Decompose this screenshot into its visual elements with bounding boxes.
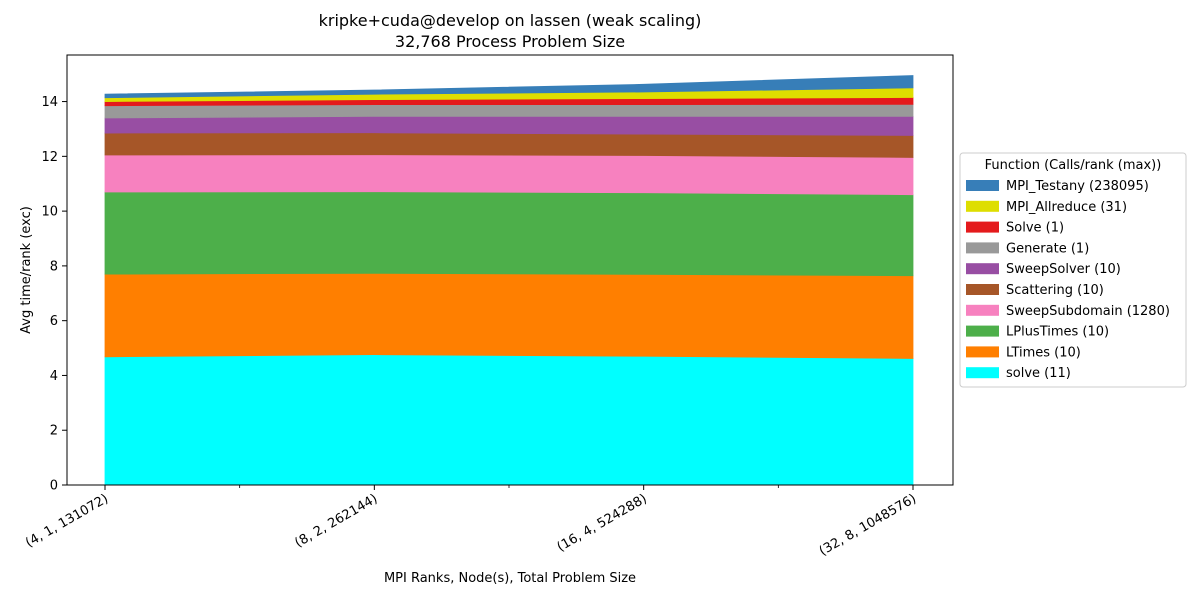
legend-swatch-mpi-allreduce-31	[966, 200, 999, 212]
plot-frame	[66, 54, 954, 486]
x-axis-label: MPI Ranks, Node(s), Total Problem Size	[384, 571, 636, 586]
legend-label-ltimes-10: LTimes (10)	[1006, 345, 1081, 360]
chart-subtitle: 32,768 Process Problem Size	[395, 32, 625, 51]
legend-label-solve-1: Solve (1)	[1006, 221, 1064, 236]
legend-label-mpi-allreduce-31: MPI_Allreduce (31)	[1006, 200, 1127, 215]
y-axis-label: Avg time/rank (exc)	[19, 206, 34, 334]
legend-label-scattering-10: Scattering (10)	[1006, 283, 1104, 298]
legend-swatch-ltimes-10	[966, 346, 999, 358]
legend-label-sweepsubdomain-1280: SweepSubdomain (1280)	[1006, 304, 1170, 319]
y-tick-label: 0	[50, 479, 58, 494]
y-tick-label: 12	[41, 150, 58, 165]
area-mpi-testany-238095	[104, 75, 914, 99]
legend-swatch-generate-1	[966, 242, 999, 254]
y-axis-ticks: 0 2 4 6 8 10 12 14	[41, 95, 67, 494]
area-sweepsolver-10	[104, 115, 914, 136]
y-tick-label: 14	[41, 95, 58, 110]
y-tick-label: 2	[50, 424, 58, 439]
legend-label-generate-1: Generate (1)	[1006, 241, 1089, 256]
chart-title: kripke+cuda@develop on lassen (weak scal…	[319, 11, 702, 30]
legend-label-solve-11: solve (11)	[1006, 366, 1071, 381]
area-lplustimes-10	[104, 191, 914, 277]
legend: Function (Calls/rank (max)) MPI_Testany …	[959, 152, 1187, 388]
legend-box	[959, 152, 1187, 388]
legend-swatch-scattering-10	[966, 284, 999, 295]
area-ltimes-10	[104, 272, 914, 359]
legend-label-sweepsolver-10: SweepSolver (10)	[1006, 262, 1121, 277]
area-generate-1	[104, 103, 914, 119]
area-sweepsubdomain-1280	[104, 154, 914, 196]
area-series-group	[104, 75, 914, 486]
area-solve-11	[104, 354, 914, 486]
legend-swatch-solve-1	[966, 221, 999, 233]
legend-swatch-solve-11	[966, 367, 999, 379]
y-tick-label: 4	[50, 369, 58, 384]
legend-label-mpi-testany-238095: MPI_Testany (238095)	[1006, 179, 1149, 194]
y-tick-label: 8	[50, 259, 58, 274]
area-scattering-10	[104, 132, 914, 158]
legend-swatch-lplustimes-10	[966, 325, 999, 337]
y-tick-label: 6	[50, 314, 58, 329]
legend-title: Function (Calls/rank (max))	[985, 158, 1162, 173]
legend-label-lplustimes-10: LPlusTimes (10)	[1006, 325, 1109, 340]
legend-items: MPI_Testany (238095) MPI_Allreduce (31) So…	[966, 179, 1170, 381]
legend-swatch-sweepsubdomain-1280	[966, 304, 999, 316]
y-tick-label: 10	[41, 205, 58, 220]
legend-swatch-sweepsolver-10	[966, 263, 999, 275]
legend-swatch-mpi-testany-238095	[966, 180, 999, 191]
